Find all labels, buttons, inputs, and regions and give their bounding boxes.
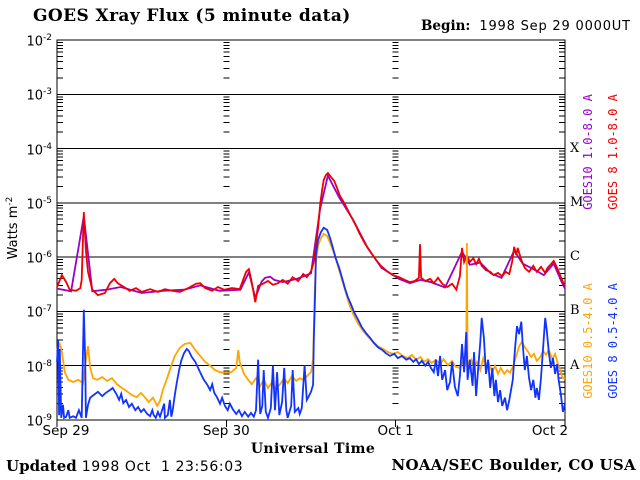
y-tick-label: 10-3 <box>26 87 52 104</box>
y-tick-label: 10-9 <box>26 413 52 430</box>
page-title: GOES Xray Flux (5 minute data) <box>33 6 351 26</box>
updated-timestamp: Updated 1998 Oct 1 23:56:03 <box>6 456 243 475</box>
series-line-goes8-short <box>56 226 566 421</box>
y-tick-label: 10-7 <box>26 304 52 321</box>
updated-value: 1998 Oct 1 23:56:03 <box>76 459 244 475</box>
flare-class-letter-b: B <box>570 303 580 319</box>
legend-goes8-long: GOES 8 1.0-8.0 A <box>606 94 620 210</box>
series-line-goes10-long <box>56 173 566 301</box>
legend-goes10-short: GOES10 0.5-4.0 A <box>581 283 595 399</box>
y-tick-label: 10-4 <box>26 141 52 158</box>
x-tick-label: Sep 30 <box>202 423 250 439</box>
flare-class-letter-a: A <box>570 357 580 373</box>
y-axis-label: Watts m-2 <box>5 197 21 260</box>
y-tick-label: 10-6 <box>26 250 52 267</box>
legend-goes10-long: GOES10 1.0-8.0 A <box>581 94 595 210</box>
y-tick-label: 10-5 <box>26 195 52 213</box>
plot-frame <box>56 39 566 421</box>
y-axis-label-exponent: -2 <box>4 196 15 206</box>
begin-label: Begin: <box>421 18 471 34</box>
flare-class-letter-c: C <box>570 249 580 265</box>
x-tick-label: Sep 29 <box>42 423 90 439</box>
x-tick-label: Oct 2 <box>531 423 569 439</box>
x-tick-label: Oct 1 <box>377 423 414 439</box>
flare-class-letter-x: X <box>570 140 580 156</box>
begin-value: 1998 Sep 29 0000UT <box>479 19 631 34</box>
series-line-goes8-long <box>56 171 566 303</box>
updated-label: Updated <box>6 457 77 475</box>
y-axis-label-base: Watts m <box>6 205 22 260</box>
flare-class-letter-m: M <box>570 194 584 210</box>
y-tick-label: 10-8 <box>26 358 52 376</box>
x-axis-label: Universal Time <box>250 441 376 457</box>
begin-time: Begin: 1998 Sep 29 0000UT <box>421 15 631 34</box>
series-line-goes10-short <box>56 232 566 408</box>
y-tick-label: 10-2 <box>26 33 52 50</box>
credit-text: NOAA/SEC Boulder, CO USA <box>391 456 636 474</box>
legend-goes8-short: GOES 8 0.5-4.0 A <box>606 283 620 399</box>
